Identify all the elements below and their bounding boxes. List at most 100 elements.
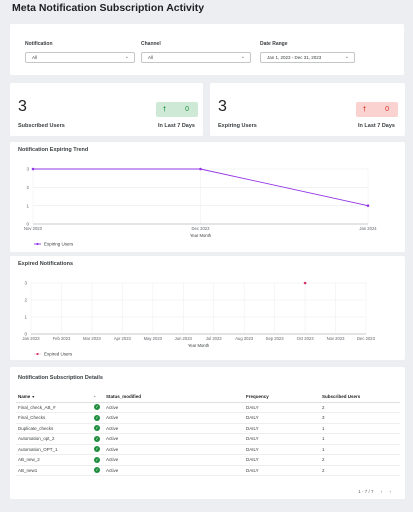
x-tick-label: Nov 2023: [24, 226, 43, 231]
arrow-up-icon: 🠕: [163, 106, 167, 113]
row-status: Active: [104, 412, 244, 424]
x-tick-label: Apr 2023: [114, 336, 132, 341]
row-status: Active: [104, 423, 244, 434]
column-header-name-label: Name: [18, 394, 31, 400]
data-point[interactable]: [366, 204, 370, 207]
row-name: Duplicate_checks: [16, 423, 92, 434]
row-status: Active: [104, 465, 244, 476]
row-subscribed-users: 1: [320, 423, 400, 434]
date-range-picker[interactable]: Jan 1, 2023 - Dec 31, 2023 ⌄: [260, 52, 355, 63]
row-status: Active: [104, 402, 244, 413]
notification-filter-label: Notification: [25, 41, 53, 47]
check-circle-icon: ✓: [94, 435, 100, 442]
table-row[interactable]: Final_check_AB_# ✓ Active DAILY 2: [16, 402, 400, 413]
y-tick-label: 3: [24, 281, 27, 286]
row-frequency: DAILY: [244, 454, 320, 466]
subscribed-users-period: In Last 7 Days: [158, 123, 195, 129]
arrow-up-icon: 🠕: [363, 106, 367, 113]
row-frequency: DAILY: [244, 412, 320, 424]
subscribed-users-value: 3: [18, 98, 27, 115]
x-tick-label: May 2023: [144, 336, 163, 341]
channel-filter-select[interactable]: All ⌄: [141, 52, 251, 63]
x-tick-label: Jan 2024: [359, 226, 377, 231]
column-header-status[interactable]: Status_modified: [104, 392, 244, 403]
date-range-value: Jan 1, 2023 - Dec 31, 2023: [267, 55, 322, 60]
row-status: Active: [104, 433, 244, 445]
subscribed-users-label: Subscribed Users: [18, 123, 65, 129]
legend-label: Expiring Users: [44, 242, 74, 247]
row-name: Final_check_AB_#: [16, 402, 92, 413]
x-tick-label: Aug 2023: [235, 336, 254, 341]
y-tick-label: 2: [26, 185, 29, 190]
x-tick-label: Nov 2023: [327, 336, 346, 341]
sort-desc-icon: ▼: [31, 395, 35, 400]
table-row[interactable]: AB_new1 ✓ Active DAILY 2: [16, 465, 400, 476]
channel-filter-value: All: [148, 55, 154, 60]
row-frequency: DAILY: [244, 465, 320, 476]
table-row[interactable]: Duplicate_checks ✓ Active DAILY 1: [16, 423, 400, 434]
row-name: Automation_OPT_1: [16, 444, 92, 455]
column-header-name[interactable]: Name ▼: [16, 392, 92, 403]
expiring-users-value: 3: [218, 98, 227, 115]
y-tick-label: 2: [24, 298, 27, 303]
legend-marker: [36, 352, 39, 356]
expired-notifications-chart: 0 1 2 3 Jan 2023 Feb 2023 Mar 2023 Apr 2023 May …: [22, 281, 375, 357]
y-tick-label: 0: [26, 222, 29, 227]
column-header-frequency[interactable]: Frequency: [244, 392, 320, 403]
table-row[interactable]: Final_Checks ✓ Active DAILY 3: [16, 412, 400, 424]
check-circle-icon: ✓: [94, 404, 100, 411]
check-circle-icon: ✓: [94, 456, 100, 463]
row-subscribed-users: 1: [320, 433, 400, 445]
subscribed-users-delta-badge: 🠕 0: [156, 102, 198, 117]
expiring-users-scorecard: 3 Expiring Users 🠕 0 In Last 7 Days: [210, 83, 405, 136]
y-tick-label: 1: [24, 315, 27, 320]
data-point[interactable]: [31, 167, 35, 171]
y-tick-label: 3: [26, 167, 29, 172]
expiring-users-label: Expiring Users: [218, 123, 257, 129]
x-tick-label: Jul 2023: [206, 336, 223, 341]
table-row[interactable]: AB_new_2 ✓ Active DAILY 2: [16, 454, 400, 466]
column-header-dot[interactable]: -: [92, 392, 104, 403]
chevron-down-icon: ⌄: [344, 54, 349, 60]
chevron-left-icon[interactable]: ‹: [380, 489, 383, 494]
row-status: Active: [104, 444, 244, 455]
row-status: Active: [104, 454, 244, 466]
expiring-trend-chart-card: Notification Expiring Trend 0 1 2 3 Nov 2023…: [10, 142, 405, 252]
chevron-right-icon[interactable]: ›: [389, 489, 392, 494]
data-point[interactable]: [199, 167, 202, 171]
status-check-cell: ✓: [92, 444, 104, 455]
status-check-cell: ✓: [92, 433, 104, 445]
status-check-cell: ✓: [92, 454, 104, 466]
subscription-details-table: Name ▼ - Status_modified Frequency Subsc…: [16, 392, 400, 476]
x-axis-title: Year Month: [190, 233, 212, 238]
notification-filter-value: All: [32, 55, 38, 60]
expired-notifications-chart-card: Expired Notifications 0 1 2 3 Jan 2023 Feb 20…: [10, 256, 405, 360]
x-tick-label: Jan 2023: [22, 336, 40, 341]
expiring-trend-chart-title: Notification Expiring Trend: [18, 147, 89, 153]
subscription-details-card: Notification Subscription Details Name ▼…: [10, 367, 405, 499]
x-tick-label: Jun 2023: [175, 336, 193, 341]
subscription-details-title: Notification Subscription Details: [18, 375, 103, 381]
check-circle-icon: ✓: [94, 446, 100, 453]
row-name: AB_new1: [16, 465, 92, 476]
row-subscribed-users: 2: [320, 402, 400, 413]
chevron-down-icon: ⌄: [240, 54, 245, 60]
data-point[interactable]: [303, 281, 307, 285]
expiring-users-delta: 0: [385, 106, 389, 113]
notification-filter-select[interactable]: All ⌄: [25, 52, 135, 63]
column-header-subscribed-users[interactable]: Subscribed Users: [320, 392, 400, 403]
row-subscribed-users: 3: [320, 412, 400, 424]
row-name: Final_Checks: [16, 412, 92, 424]
expiring-users-delta-badge: 🠕 0: [356, 102, 398, 117]
subscribed-users-scorecard: 3 Subscribed Users 🠕 0 In Last 7 Days: [10, 83, 203, 136]
expiring-users-period: In Last 7 Days: [358, 123, 395, 129]
row-frequency: DAILY: [244, 402, 320, 413]
row-subscribed-users: 2: [320, 465, 400, 476]
table-header-row: Name ▼ - Status_modified Frequency Subsc…: [16, 392, 400, 403]
expiring-trend-chart: 0 1 2 3 Nov 2023 Dec 2023 Jan 2024 Year Month Ex…: [24, 167, 377, 247]
table-row[interactable]: Automation_opt_2 ✓ Active DAILY 1: [16, 433, 400, 445]
table-row[interactable]: Automation_OPT_1 ✓ Active DAILY 1: [16, 444, 400, 455]
legend-label: Expired Users: [44, 352, 73, 357]
chevron-down-icon: ⌄: [124, 54, 129, 60]
row-frequency: DAILY: [244, 423, 320, 434]
